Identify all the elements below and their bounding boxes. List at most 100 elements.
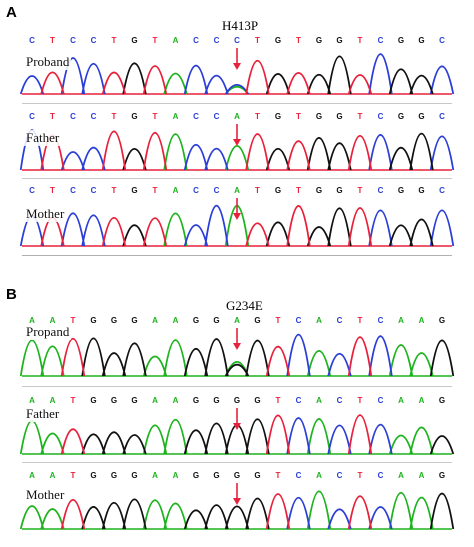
base-call-letter: T bbox=[276, 396, 281, 405]
base-call-letter: C bbox=[70, 36, 76, 45]
peak-trace-C bbox=[286, 417, 393, 455]
base-call-letter: A bbox=[173, 316, 179, 325]
base-call-letter: C bbox=[378, 396, 384, 405]
base-call-letter: T bbox=[112, 36, 117, 45]
base-call-letter: G bbox=[90, 396, 96, 405]
base-call-letter: G bbox=[111, 316, 117, 325]
base-call-letter: T bbox=[255, 112, 260, 121]
base-call-letter: G bbox=[213, 471, 219, 480]
base-call-letter: C bbox=[439, 186, 445, 195]
variant-arrow-icon bbox=[233, 139, 241, 146]
base-call-letter: T bbox=[358, 471, 363, 480]
base-call-letter: G bbox=[316, 36, 322, 45]
base-call-letter: C bbox=[91, 186, 97, 195]
trace-separator bbox=[22, 386, 452, 387]
base-call-letter: G bbox=[439, 471, 445, 480]
base-call-letter: T bbox=[50, 36, 55, 45]
base-call-letter: T bbox=[358, 316, 363, 325]
base-call-letter: C bbox=[378, 316, 384, 325]
base-call-letter: G bbox=[275, 112, 281, 121]
base-call-letter: C bbox=[439, 112, 445, 121]
mother-chromatogram-a: Mother C T C C T G T A C C A T G T G G T C G G C bbox=[19, 182, 455, 250]
base-call-letter: G bbox=[316, 112, 322, 121]
proband-chromatogram-b: Propand A A T G G G A A G G A G T C A C T C A A G bbox=[19, 312, 455, 380]
trace-separator bbox=[22, 462, 452, 463]
base-call-letter: G bbox=[193, 471, 199, 480]
trace-separator bbox=[22, 178, 452, 179]
base-call-letter: G bbox=[131, 316, 137, 325]
base-call-letter: A bbox=[173, 186, 179, 195]
peak-trace-T bbox=[60, 493, 373, 530]
base-call-letter: C bbox=[214, 112, 220, 121]
base-call-letter: T bbox=[358, 36, 363, 45]
base-call-letter: C bbox=[91, 36, 97, 45]
base-call-letter: A bbox=[398, 471, 404, 480]
base-call-letter: G bbox=[213, 396, 219, 405]
peak-trace-A bbox=[19, 490, 434, 530]
base-call-letter: A bbox=[316, 396, 322, 405]
peak-trace-G bbox=[122, 55, 434, 95]
base-call-letter: C bbox=[70, 112, 76, 121]
base-call-letter: A bbox=[173, 471, 179, 480]
peak-trace-C bbox=[286, 496, 393, 530]
base-call-letter: G bbox=[439, 396, 445, 405]
base-call-letter: G bbox=[418, 112, 424, 121]
base-call-letter: G bbox=[254, 396, 260, 405]
peak-trace-T bbox=[40, 59, 373, 95]
base-call-letter: T bbox=[50, 186, 55, 195]
proband-chromatogram-a: Proband C T C C T G T A C C C T G T G G T C G G C bbox=[19, 32, 455, 98]
variant-arrow-icon bbox=[233, 63, 241, 70]
base-call-letter: A bbox=[173, 36, 179, 45]
base-call-letter: C bbox=[337, 316, 343, 325]
base-call-letter: A bbox=[173, 112, 179, 121]
trace-label-father-a: Father bbox=[24, 130, 62, 146]
base-call-letter: G bbox=[398, 36, 404, 45]
trace-separator bbox=[22, 103, 452, 104]
peak-trace-C bbox=[286, 334, 393, 377]
panel-a-mutation-label: H413P bbox=[222, 18, 259, 33]
base-call-letter: G bbox=[254, 471, 260, 480]
base-call-letter: T bbox=[112, 112, 117, 121]
base-call-letter: C bbox=[70, 186, 76, 195]
base-call-letter: G bbox=[193, 396, 199, 405]
trace-label-mother-a: Mother bbox=[24, 206, 67, 222]
base-call-letter: G bbox=[213, 316, 219, 325]
base-call-letter: G bbox=[254, 316, 260, 325]
trace-label-proband-a: Proband bbox=[24, 54, 72, 70]
base-call-letter: T bbox=[296, 112, 301, 121]
base-call-letter: T bbox=[71, 396, 76, 405]
base-call-letter: G bbox=[336, 186, 342, 195]
variant-arrow-icon bbox=[233, 498, 241, 505]
base-call-letter: T bbox=[296, 186, 301, 195]
base-call-letter: A bbox=[234, 112, 240, 121]
peak-trace-G bbox=[81, 492, 455, 530]
base-call-letter: A bbox=[398, 396, 404, 405]
base-call-letter: G bbox=[90, 316, 96, 325]
base-call-letter: T bbox=[358, 112, 363, 121]
base-call-letter: A bbox=[419, 471, 425, 480]
base-call-letter: A bbox=[29, 471, 35, 480]
base-call-letter: A bbox=[419, 316, 425, 325]
base-call-letter: C bbox=[378, 186, 384, 195]
peak-trace-T bbox=[60, 414, 373, 455]
variant-arrow-icon bbox=[233, 343, 241, 350]
base-call-letter: T bbox=[153, 112, 158, 121]
panel-a-letter: A bbox=[6, 4, 17, 21]
base-call-letter: T bbox=[112, 186, 117, 195]
base-call-letter: G bbox=[275, 186, 281, 195]
base-call-letter: A bbox=[316, 316, 322, 325]
base-call-letter: C bbox=[378, 471, 384, 480]
panel-b-letter: B bbox=[6, 286, 17, 303]
base-call-letter: G bbox=[234, 471, 240, 480]
base-call-letter: A bbox=[173, 396, 179, 405]
base-call-letter: T bbox=[276, 471, 281, 480]
trace-label-proband-b: Propand bbox=[24, 324, 72, 340]
peak-trace-A bbox=[19, 339, 434, 377]
base-call-letter: T bbox=[276, 316, 281, 325]
base-call-letter: G bbox=[131, 186, 137, 195]
base-call-letter: C bbox=[193, 36, 199, 45]
trace-label-father-b: Father bbox=[24, 406, 62, 422]
